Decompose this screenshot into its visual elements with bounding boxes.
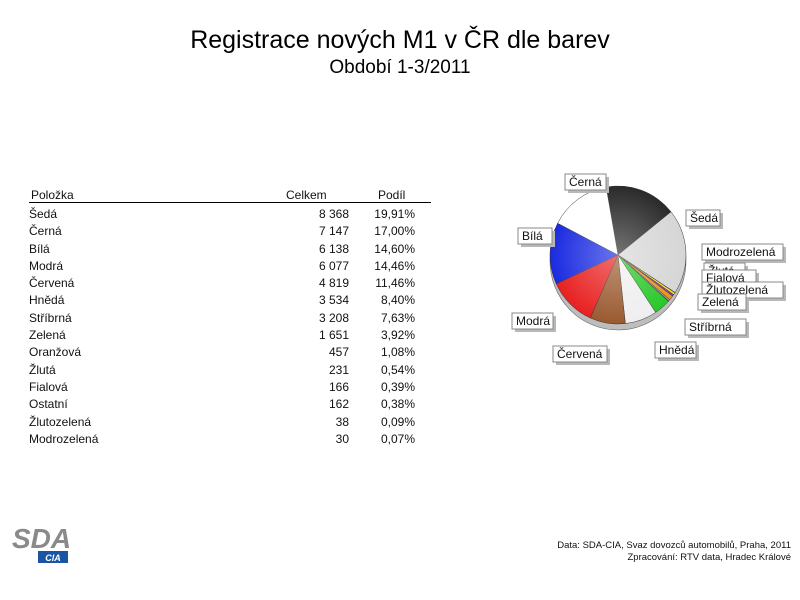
- row-share: 8,40%: [380, 293, 415, 308]
- row-item: Fialová: [29, 379, 68, 394]
- table-row: Červená 4 819 11,46%: [29, 275, 431, 292]
- svg-text:SDA: SDA: [12, 523, 71, 554]
- table-row: Stříbrná 3 208 7,63%: [29, 310, 431, 327]
- pie-label-0: Černá: [564, 173, 609, 193]
- row-item: Hnědá: [29, 293, 65, 308]
- row-total: 1 651: [318, 328, 349, 343]
- page-subtitle: Období 1-3/2011: [329, 57, 471, 78]
- row-item: Stříbrná: [29, 310, 72, 325]
- pie-label-8: Zelená: [697, 293, 749, 313]
- row-share: 14,60%: [374, 241, 415, 256]
- table-header: Položka Celkem Podíl: [29, 188, 431, 203]
- table-row: Zelená 1 651 3,92%: [29, 327, 431, 344]
- svg-text:Zelená: Zelená: [702, 295, 739, 309]
- row-share: 19,91%: [374, 207, 415, 221]
- row-share: 14,46%: [374, 258, 415, 273]
- table-row: Černá 7 147 17,00%: [29, 223, 431, 240]
- table-row: Fialová 166 0,39%: [29, 379, 431, 396]
- svg-text:CIA: CIA: [45, 553, 61, 563]
- svg-text:Červená: Červená: [557, 346, 603, 361]
- row-share: 17,00%: [374, 224, 415, 239]
- svg-text:Stříbrná: Stříbrná: [689, 320, 732, 334]
- row-item: Šedá: [29, 207, 58, 221]
- pie-chart: ČernáŠedáModrozelenáŽlutáFialováŽlutozel…: [511, 173, 786, 365]
- row-item: Modrá: [29, 258, 64, 273]
- row-item: Ostatní: [29, 397, 68, 412]
- row-share: 7,63%: [380, 310, 415, 325]
- row-total: 6 077: [318, 258, 349, 273]
- svg-text:Modrá: Modrá: [516, 314, 550, 328]
- table-row: Šedá 8 368 19,91%: [29, 206, 431, 223]
- table-row: Modrá 6 077 14,46%: [29, 258, 431, 275]
- row-item: Černá: [29, 224, 62, 239]
- row-total: 30: [335, 431, 349, 446]
- row-share: 0,38%: [380, 397, 415, 412]
- pie-highlight: [550, 186, 686, 324]
- svg-text:Modrozelená: Modrozelená: [706, 245, 776, 259]
- row-total: 231: [328, 362, 349, 377]
- row-share: 0,09%: [380, 414, 415, 429]
- source-processed: Zpracování: RTV data, Hradec Králové: [627, 552, 791, 563]
- row-share: 1,08%: [380, 345, 415, 360]
- pie-label-10: Hnědá: [654, 341, 699, 361]
- row-item: Červená: [29, 276, 75, 291]
- sda-cia-logo: SDA CIA: [10, 520, 80, 571]
- row-total: 6 138: [318, 241, 349, 256]
- row-share: 0,07%: [380, 431, 415, 446]
- row-item: Žlutá: [29, 362, 56, 377]
- row-item: Bílá: [29, 241, 50, 256]
- table-body: Šedá 8 368 19,91% Černá 7 147 17,00% Bílá 6 138…: [29, 203, 431, 448]
- row-item: Modrozelená: [29, 431, 99, 446]
- row-item: Oranžová: [29, 345, 82, 360]
- svg-text:Šedá: Šedá: [690, 210, 718, 225]
- row-share: 0,39%: [380, 379, 415, 394]
- row-total: 457: [328, 345, 349, 360]
- pie-label-13: Bílá: [517, 227, 555, 247]
- pie-label-11: Červená: [552, 345, 610, 365]
- table-row: Žlutozelená 38 0,09%: [29, 414, 431, 431]
- row-total: 4 819: [318, 276, 349, 291]
- pie-label-1: Šedá: [685, 209, 723, 229]
- table-row: Modrozelená 30 0,07%: [29, 431, 431, 448]
- pie-label-2: Modrozelená: [701, 243, 786, 263]
- row-total: 166: [328, 379, 349, 394]
- logo-badge: [38, 551, 68, 563]
- pie-label-9: Stříbrná: [684, 318, 749, 338]
- header-item: Položka: [31, 188, 74, 202]
- svg-text:Hnědá: Hnědá: [659, 343, 695, 357]
- row-total: 162: [328, 397, 349, 412]
- page-title: Registrace nových M1 v ČR dle barev: [190, 26, 610, 54]
- svg-text:Černá: Černá: [569, 174, 602, 189]
- table-row: Ostatní 162 0,38%: [29, 396, 431, 413]
- table-row: Bílá 6 138 14,60%: [29, 241, 431, 258]
- table-row: Hnědá 3 534 8,40%: [29, 292, 431, 309]
- row-share: 3,92%: [380, 328, 415, 343]
- row-share: 11,46%: [375, 276, 415, 291]
- row-item: Zelená: [29, 328, 66, 343]
- pie-label-12: Modrá: [511, 312, 556, 332]
- row-total: 8 368: [318, 207, 349, 221]
- svg-text:Žlutozelená: Žlutozelená: [706, 282, 768, 297]
- row-total: 38: [335, 414, 349, 429]
- header-total: Celkem: [286, 188, 327, 202]
- source-data: Data: SDA-CIA, Svaz dovozců automobilů, …: [557, 540, 791, 551]
- svg-text:Bílá: Bílá: [522, 229, 543, 243]
- color-table: Položka Celkem Podíl Šedá 8 368 19,91% Čern…: [29, 188, 431, 448]
- table-row: Oranžová 457 1,08%: [29, 344, 431, 361]
- table-row: Žlutá 231 0,54%: [29, 362, 431, 379]
- row-share: 0,54%: [380, 362, 415, 377]
- row-total: 3 208: [318, 310, 349, 325]
- header-share: Podíl: [378, 188, 406, 202]
- row-total: 7 147: [318, 224, 349, 239]
- row-item: Žlutozelená: [29, 414, 92, 429]
- row-total: 3 534: [318, 293, 349, 308]
- source-note: Data: SDA-CIA, Svaz dovozců automobilů, …: [557, 540, 791, 564]
